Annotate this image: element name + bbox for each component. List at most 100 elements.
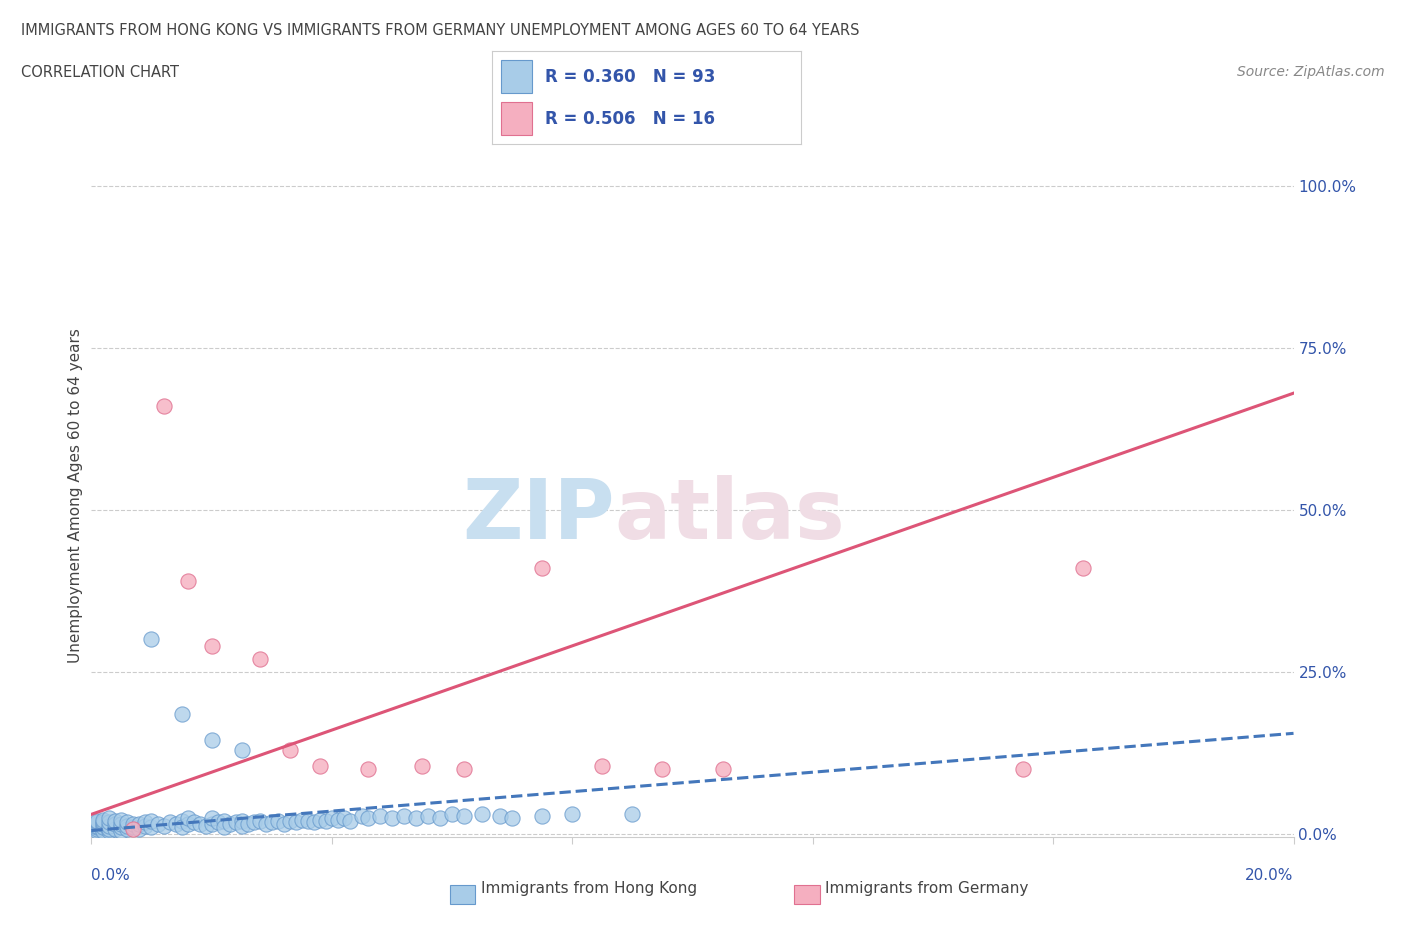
Point [308,758,330,773]
Point [249,814,271,829]
Point [392,808,415,823]
Point [326,812,349,827]
Point [297,814,319,829]
Point [98,818,121,833]
Point [278,742,301,757]
Point [416,808,439,823]
Point [231,818,253,833]
Point [453,762,475,777]
Point [117,818,139,833]
Point [146,817,169,831]
Point [93,815,115,830]
Point [471,807,494,822]
Point [86,817,108,831]
Point [110,823,132,838]
Point [225,815,247,830]
Point [260,815,283,830]
Point [207,815,229,830]
Point [501,810,523,825]
Point [273,817,295,831]
Point [176,817,198,831]
Point [86,820,108,835]
Point [86,818,108,833]
Point [188,817,211,831]
Point [212,820,235,835]
Point [561,807,583,822]
Point [201,817,224,831]
Point [128,821,150,836]
Point [531,561,554,576]
Point [236,817,259,831]
Point [134,818,156,833]
Point [339,814,361,829]
Point [159,815,181,830]
Point [254,817,277,831]
Point [93,823,115,838]
Point [302,815,325,830]
Point [141,632,163,647]
Point [86,815,108,830]
Point [104,817,127,831]
Point [621,807,644,822]
Point [128,817,150,831]
Point [357,762,380,777]
Point [176,810,198,825]
Point [201,638,224,653]
Point [212,814,235,829]
Point [333,810,356,825]
Text: ZIP: ZIP [461,475,614,556]
Y-axis label: Unemployment Among Ages 60 to 64 years: Unemployment Among Ages 60 to 64 years [67,327,83,663]
Point [249,651,271,666]
Point [315,814,337,829]
Point [104,814,127,829]
Point [170,820,193,835]
Text: IMMIGRANTS FROM HONG KONG VS IMMIGRANTS FROM GERMANY UNEMPLOYMENT AMONG AGES 60 : IMMIGRANTS FROM HONG KONG VS IMMIGRANTS … [21,23,859,38]
Point [218,817,240,831]
Point [201,810,224,825]
Point [1012,762,1035,777]
Point [122,820,145,835]
Point [267,814,290,829]
Point [98,823,121,838]
Point [134,815,156,830]
Point [357,810,380,825]
Point [411,758,433,773]
Point [117,821,139,836]
Text: Immigrants from Hong Kong: Immigrants from Hong Kong [481,881,697,896]
Point [110,820,132,835]
Point [93,820,115,835]
Point [201,732,224,747]
Point [86,823,108,838]
Point [170,707,193,722]
Point [122,817,145,831]
Point [98,821,121,836]
Point [86,821,108,836]
Point [489,808,512,823]
Point [170,814,193,829]
Point [165,817,187,831]
Point [176,574,198,589]
Point [141,814,163,829]
Text: Immigrants from Germany: Immigrants from Germany [825,881,1029,896]
Point [453,808,475,823]
Point [194,818,217,833]
Text: 0.0%: 0.0% [91,868,131,883]
Text: R = 0.360   N = 93: R = 0.360 N = 93 [544,68,716,86]
Point [242,815,264,830]
Text: atlas: atlas [614,475,845,556]
Point [98,810,121,825]
Point [110,817,132,831]
Text: Source: ZipAtlas.com: Source: ZipAtlas.com [1237,65,1385,79]
Point [321,810,343,825]
Point [122,821,145,836]
Point [381,810,404,825]
Point [152,818,174,833]
Point [591,758,613,773]
Point [308,812,330,827]
Point [141,820,163,835]
Point [405,810,427,825]
Point [231,814,253,829]
Point [152,399,174,414]
Point [93,817,115,831]
Point [104,821,127,836]
